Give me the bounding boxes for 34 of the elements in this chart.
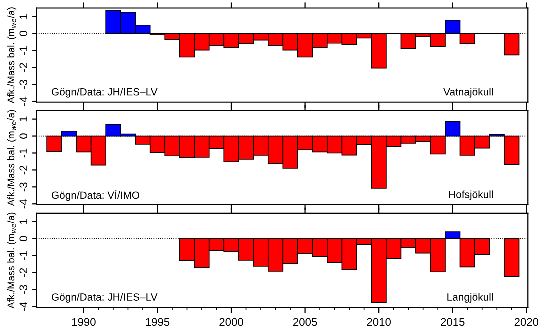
annotation: Gögn/Data: JH/IES–LV [52, 88, 158, 98]
x-tick-label: 2015 [441, 318, 465, 326]
y-tick-label: 0 [20, 31, 28, 36]
y-tick-label: -4 [20, 200, 28, 209]
x-tick-label: 1990 [72, 318, 96, 326]
x-tick-label: 2020 [514, 318, 539, 326]
y-axis-title: Afk./Mass bal. (m$_{we}$/a) [8, 212, 17, 309]
annotation: Vatnajökull [444, 88, 494, 98]
y-tick-label: -3 [20, 182, 28, 192]
y-tick-label: 0 [20, 134, 28, 139]
annotation: Hofsjökull [449, 190, 494, 200]
y-axis-title: Afk./Mass bal. (m$_{we}$/a) [8, 110, 17, 206]
x-tick-label: 1995 [146, 318, 170, 326]
y-tick-label: -2 [20, 166, 28, 175]
y-tick-label: -4 [20, 96, 28, 106]
y-tick-label: -3 [20, 80, 28, 90]
y-tick-label: -2 [20, 63, 28, 72]
y-tick-label: -4 [20, 302, 28, 312]
x-tick-label: 2005 [293, 318, 318, 326]
annotation: Langjökull [448, 293, 494, 304]
y-tick-label: 0 [20, 236, 28, 242]
y-tick-label: -1 [20, 46, 28, 56]
y-tick-label: 1 [20, 219, 28, 224]
y-tick-label: -1 [20, 148, 28, 158]
annotation: Gögn/Data: JH/IES–LV [52, 293, 158, 304]
y-tick-label: 1 [20, 14, 28, 19]
y-axis-title: Afk./Mass bal. (m$_{we}$/a) [8, 8, 17, 104]
x-tick-label: 2000 [220, 318, 244, 326]
y-tick-label: 1 [20, 116, 28, 122]
annotation: Gögn/Data: VÍ/IMO [52, 190, 140, 202]
y-tick-label: -2 [20, 268, 28, 278]
x-tick-label: 2010 [367, 318, 391, 326]
y-tick-label: -1 [20, 251, 28, 260]
y-tick-label: -3 [20, 285, 28, 294]
